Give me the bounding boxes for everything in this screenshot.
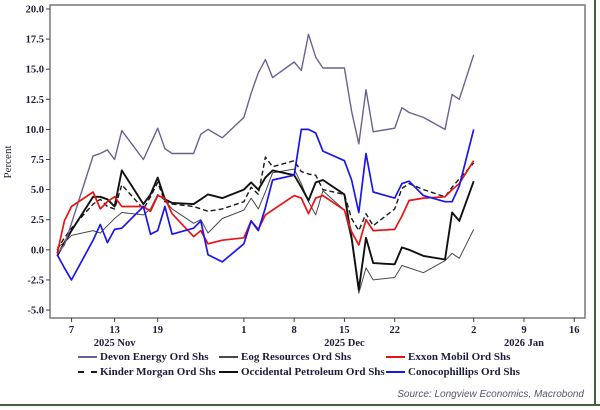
y-tick-label: 17.5 [26,35,44,46]
source-attribution: Source: Longview Economics, Macrobond [397,389,584,400]
legend-marker-eog-resources [219,356,238,358]
x-tick-label: 9 [521,325,526,336]
y-tick-label: 15.0 [26,65,44,76]
legend-label-eog-resources: Eog Resources Ord Shs [241,351,352,363]
legend-label-occidental-petroleum: Occidental Petroleum Ord Shs [241,366,385,378]
legend-marker-devon-energy [78,356,97,358]
legend-marker-exxon-mobil [386,356,405,358]
x-month-label: 2025 Dec [324,338,365,348]
legend-label-conocophillips: Conocophillips Ord Shs [408,366,520,378]
stock-performance-line-chart: 20.0 17.5 15.0 12.5 10.0 7.5 5.0 2.5 0.0 -2.5 -5.0… [2,4,586,348]
series-line-occidental-petroleum-ord-shs [56,169,475,291]
y-tick-label: 5.0 [31,185,44,196]
x-tick-label: 13 [109,325,120,336]
chart-legend: Devon Energy Ord Shs Eog Resources Ord S… [78,351,520,378]
page-border-bottom [0,404,600,406]
x-tick-label: 2 [471,325,476,336]
y-tick-label: 7.5 [31,155,44,166]
x-month-label: 2025 Nov [94,338,136,348]
legend-item-eog-resources: Eog Resources Ord Shs [219,351,386,363]
y-tick-label: -5.0 [27,306,44,317]
legend-item-devon-energy: Devon Energy Ord Shs [78,351,219,363]
series-line-conocophillips-ord-shs [56,128,475,281]
y-tick-label: 10.0 [26,125,44,136]
series-line-exxon-mobil-ord-shs [56,160,475,254]
legend-label-devon-energy: Devon Energy Ord Shs [100,351,209,363]
series-line-kinder-morgan-ord-shs [56,156,475,251]
series-line-devon-energy-ord-shs [56,33,475,254]
y-axis-title: Percent [2,146,14,179]
y-tick-label: 0.0 [31,245,44,256]
x-tick-label: 16 [569,325,580,336]
plot-frame [49,4,586,319]
x-tick-label: 19 [152,325,163,336]
legend-item-occidental-petroleum: Occidental Petroleum Ord Shs [219,366,386,378]
x-tick-label: 22 [389,325,400,336]
y-tick-label: -2.5 [27,275,44,286]
source-text: Source: Longview Economics, Macrobond [397,389,584,400]
legend-item-conocophillips: Conocophillips Ord Shs [386,366,520,378]
y-tick-label: 2.5 [31,215,44,226]
legend-item-kinder-morgan: Kinder Morgan Ord Shs [78,366,219,378]
legend-label-kinder-morgan: Kinder Morgan Ord Shs [100,366,216,378]
legend-item-exxon-mobil: Exxon Mobil Ord Shs [386,351,520,363]
legend-marker-conocophillips [386,371,405,373]
y-tick-label: 12.5 [26,95,44,106]
x-tick-label: 8 [292,325,297,336]
x-month-label: 2026 Jan [504,338,544,348]
x-tick-label: 7 [69,325,74,336]
series-line-eog-resources-ord-shs [56,168,475,294]
legend-label-exxon-mobil: Exxon Mobil Ord Shs [408,351,511,363]
x-tick-label: 1 [241,325,246,336]
legend-marker-occidental-petroleum [219,371,238,373]
page-border-right [594,0,596,405]
legend-marker-kinder-morgan [78,371,97,373]
x-tick-label: 15 [339,325,350,336]
y-tick-label: 20.0 [26,4,44,15]
